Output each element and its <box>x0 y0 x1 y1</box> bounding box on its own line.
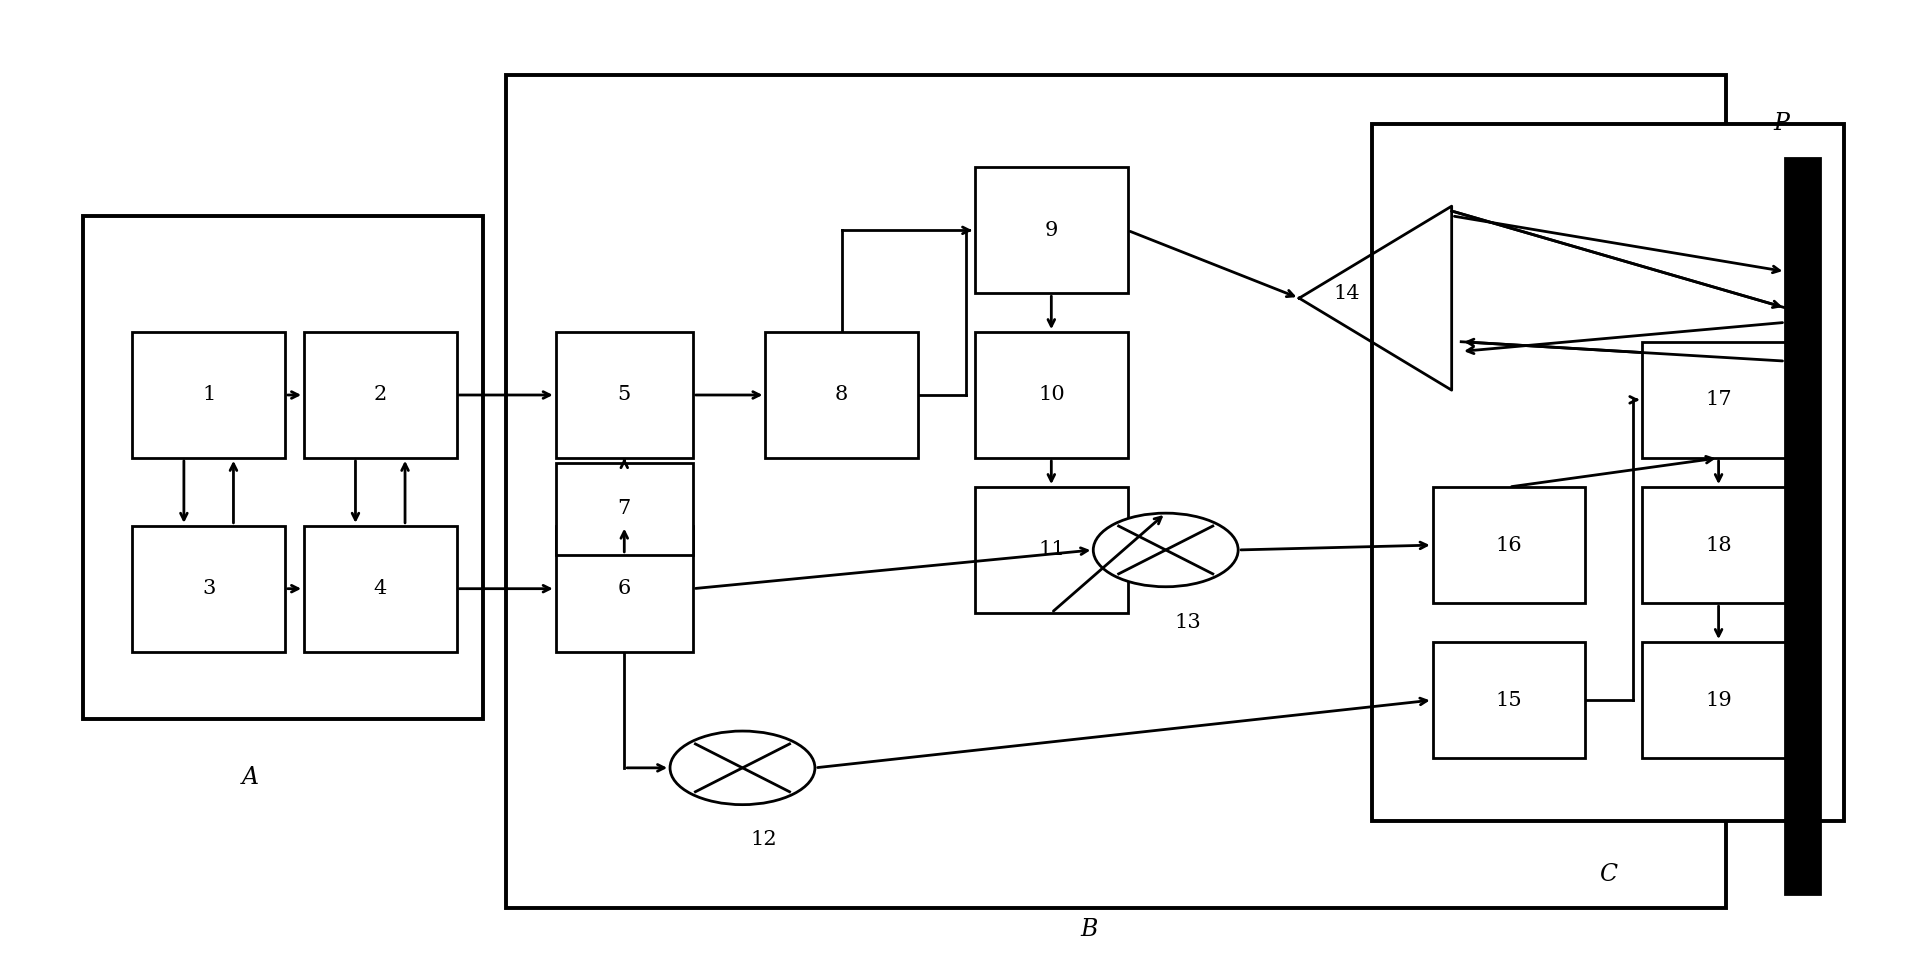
Bar <box>975 332 1128 458</box>
Bar <box>1786 158 1820 894</box>
Bar <box>1642 342 1795 458</box>
Text: 13: 13 <box>1174 613 1201 631</box>
Text: 4: 4 <box>373 580 386 598</box>
Text: 6: 6 <box>618 580 631 598</box>
Text: 5: 5 <box>618 386 631 404</box>
Text: 15: 15 <box>1495 691 1522 709</box>
Text: 16: 16 <box>1495 536 1522 554</box>
Bar <box>556 332 692 458</box>
Text: P: P <box>1774 112 1790 135</box>
Bar <box>82 216 484 720</box>
Bar <box>132 526 285 652</box>
Bar <box>1642 642 1795 758</box>
Text: C: C <box>1598 863 1618 886</box>
Text: 7: 7 <box>618 500 631 518</box>
Bar <box>1432 487 1585 603</box>
Bar <box>975 168 1128 293</box>
Bar <box>507 75 1727 909</box>
Text: 18: 18 <box>1706 536 1732 554</box>
Text: 10: 10 <box>1038 386 1065 404</box>
Text: 12: 12 <box>751 831 778 849</box>
Bar <box>556 463 692 555</box>
Text: 3: 3 <box>203 580 216 598</box>
Text: 17: 17 <box>1706 391 1732 409</box>
Text: 8: 8 <box>836 386 849 404</box>
Circle shape <box>1094 513 1239 586</box>
Bar <box>975 487 1128 613</box>
Text: 11: 11 <box>1038 541 1065 559</box>
Text: 2: 2 <box>373 386 386 404</box>
Bar <box>765 332 918 458</box>
Text: A: A <box>243 766 260 789</box>
Text: 9: 9 <box>1044 221 1057 240</box>
Text: 1: 1 <box>203 386 216 404</box>
Bar <box>1642 487 1795 603</box>
Bar <box>304 526 457 652</box>
Circle shape <box>669 731 815 805</box>
Bar <box>556 526 692 652</box>
Text: 19: 19 <box>1706 691 1732 709</box>
Bar <box>132 332 285 458</box>
Bar <box>1432 642 1585 758</box>
Text: 14: 14 <box>1333 283 1359 303</box>
Bar <box>304 332 457 458</box>
Bar <box>1371 124 1845 821</box>
Text: B: B <box>1080 918 1097 941</box>
